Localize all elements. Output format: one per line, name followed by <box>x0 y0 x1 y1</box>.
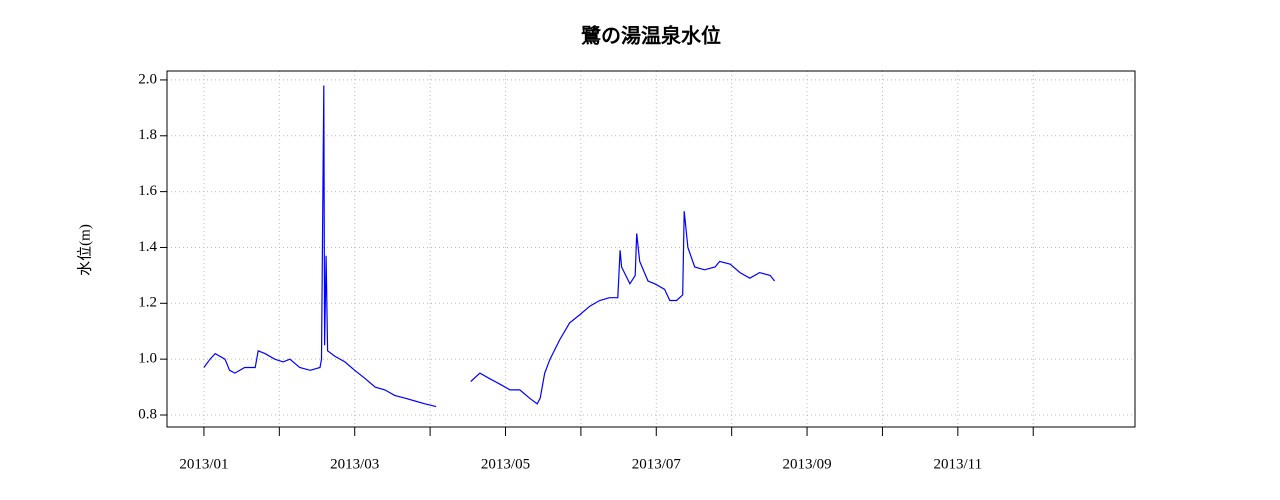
y-tick-label: 1.6 <box>138 183 157 199</box>
y-axis-label: 水位(m) <box>76 224 93 276</box>
y-tick-label: 1.4 <box>138 239 157 255</box>
y-tick-label: 1.0 <box>138 351 157 367</box>
x-tick-label: 2013/09 <box>782 456 831 472</box>
x-tick-label: 2013/11 <box>934 456 983 472</box>
data-line <box>203 85 776 408</box>
y-tick-label: 1.2 <box>138 295 157 311</box>
x-tick-label: 2013/05 <box>481 456 530 472</box>
y-tick-label: 2.0 <box>138 71 157 87</box>
y-tick-label: 0.8 <box>138 406 157 422</box>
x-tick-label: 2013/01 <box>179 456 228 472</box>
x-tick-label: 2013/03 <box>330 456 379 472</box>
y-tick-label: 1.8 <box>138 127 157 143</box>
plot-frame <box>166 70 1136 428</box>
chart-title: 鷺の湯温泉水位 <box>581 24 721 48</box>
x-tick-label: 2013/07 <box>632 456 682 472</box>
